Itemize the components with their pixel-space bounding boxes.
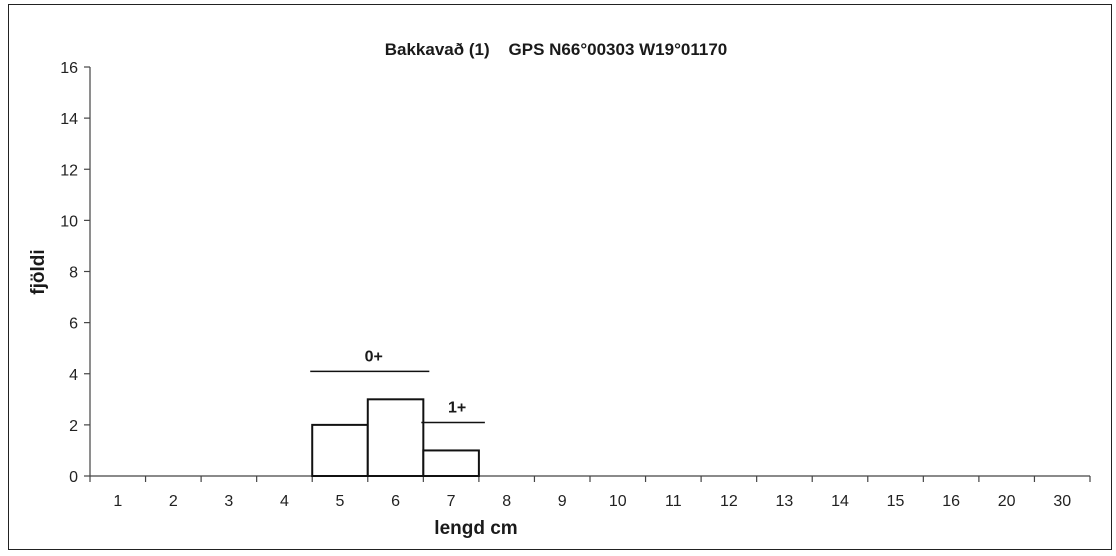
y-tick-label: 12 xyxy=(60,162,78,179)
y-axis-title: fjöldi xyxy=(28,249,49,294)
x-tick-label: 2 xyxy=(169,493,178,510)
y-tick-label: 0 xyxy=(69,469,78,486)
x-tick-label: 8 xyxy=(502,493,511,510)
y-tick-label: 8 xyxy=(69,265,78,282)
x-tick-label: 14 xyxy=(831,493,849,510)
y-tick-label: 10 xyxy=(60,213,78,230)
y-tick-label: 16 xyxy=(60,60,78,77)
x-tick-label: 9 xyxy=(558,493,567,510)
annotation-label: 1+ xyxy=(448,399,466,416)
x-tick-label: 15 xyxy=(887,493,905,510)
x-tick-label: 5 xyxy=(336,493,345,510)
bar xyxy=(422,449,480,477)
x-tick-label: 10 xyxy=(609,493,627,510)
y-tick-label: 2 xyxy=(69,418,78,435)
bar xyxy=(311,423,369,477)
x-tick-label: 16 xyxy=(942,493,960,510)
x-tick-label: 20 xyxy=(998,493,1016,510)
chart-title: Bakkavað (1) GPS N66°00303 W19°01170 xyxy=(385,40,727,59)
x-tick-label: 3 xyxy=(224,493,233,510)
y-tick-label: 14 xyxy=(60,111,78,128)
annotation-label: 0+ xyxy=(365,348,383,365)
x-tick-label: 6 xyxy=(391,493,400,510)
x-tick-label: 13 xyxy=(776,493,794,510)
chart-frame xyxy=(8,4,1112,550)
x-tick-label: 30 xyxy=(1053,493,1071,510)
bar xyxy=(366,398,425,477)
x-tick-label: 4 xyxy=(280,493,289,510)
y-tick-label: 4 xyxy=(69,367,78,384)
x-tick-label: 12 xyxy=(720,493,738,510)
bars xyxy=(311,398,480,477)
x-tick-label: 7 xyxy=(447,493,456,510)
y-tick-label: 6 xyxy=(69,316,78,333)
x-axis-title: lengd cm xyxy=(434,518,517,539)
x-tick-label: 1 xyxy=(113,493,122,510)
annotations: 0+ 1+ xyxy=(310,348,485,424)
x-tick-label: 11 xyxy=(665,493,682,510)
